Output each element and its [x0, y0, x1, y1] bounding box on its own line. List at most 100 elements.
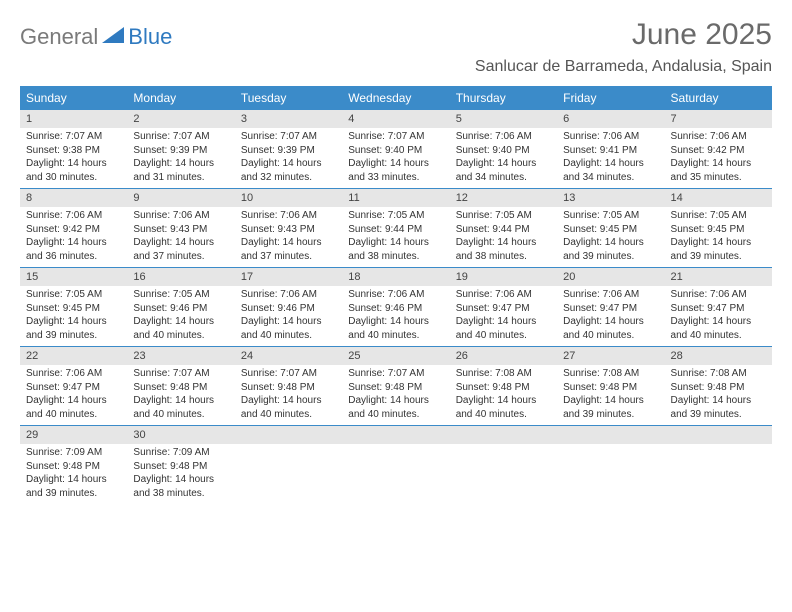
detail-line: Sunset: 9:48 PM	[563, 381, 658, 395]
detail-line: Sunset: 9:48 PM	[241, 381, 336, 395]
detail-line: Sunrise: 7:07 AM	[26, 130, 121, 144]
detail-line: and 32 minutes.	[241, 171, 336, 185]
day-number: 26	[450, 347, 557, 365]
detail-line: and 40 minutes.	[133, 329, 228, 343]
day-number: 4	[342, 110, 449, 128]
day-cell: 17Sunrise: 7:06 AMSunset: 9:46 PMDayligh…	[235, 268, 342, 346]
day-details: Sunrise: 7:05 AMSunset: 9:45 PMDaylight:…	[20, 286, 127, 346]
detail-line: Sunset: 9:48 PM	[26, 460, 121, 474]
day-details: Sunrise: 7:06 AMSunset: 9:40 PMDaylight:…	[450, 128, 557, 188]
day-cell: 23Sunrise: 7:07 AMSunset: 9:48 PMDayligh…	[127, 347, 234, 425]
day-number: 14	[665, 189, 772, 207]
detail-line: Sunrise: 7:06 AM	[456, 288, 551, 302]
day-cell: 16Sunrise: 7:05 AMSunset: 9:46 PMDayligh…	[127, 268, 234, 346]
day-number: 23	[127, 347, 234, 365]
week-row: 29Sunrise: 7:09 AMSunset: 9:48 PMDayligh…	[20, 426, 772, 504]
detail-line: Sunset: 9:46 PM	[348, 302, 443, 316]
day-number: 24	[235, 347, 342, 365]
day-number: 19	[450, 268, 557, 286]
detail-line: Sunrise: 7:06 AM	[26, 209, 121, 223]
weekday-label: Monday	[127, 86, 234, 110]
detail-line: Sunset: 9:42 PM	[26, 223, 121, 237]
day-cell: 19Sunrise: 7:06 AMSunset: 9:47 PMDayligh…	[450, 268, 557, 346]
day-number: 8	[20, 189, 127, 207]
detail-line: Daylight: 14 hours	[348, 315, 443, 329]
detail-line: Daylight: 14 hours	[133, 157, 228, 171]
day-details: Sunrise: 7:07 AMSunset: 9:48 PMDaylight:…	[127, 365, 234, 425]
detail-line: and 39 minutes.	[563, 250, 658, 264]
day-cell: 6Sunrise: 7:06 AMSunset: 9:41 PMDaylight…	[557, 110, 664, 188]
day-cell: 25Sunrise: 7:07 AMSunset: 9:48 PMDayligh…	[342, 347, 449, 425]
detail-line: Daylight: 14 hours	[133, 236, 228, 250]
detail-line: and 40 minutes.	[241, 408, 336, 422]
detail-line: Daylight: 14 hours	[241, 315, 336, 329]
day-number: 9	[127, 189, 234, 207]
detail-line: Daylight: 14 hours	[348, 236, 443, 250]
detail-line: and 34 minutes.	[456, 171, 551, 185]
detail-line: Sunrise: 7:06 AM	[671, 130, 766, 144]
detail-line: and 39 minutes.	[671, 250, 766, 264]
detail-line: Sunrise: 7:08 AM	[456, 367, 551, 381]
day-cell: 22Sunrise: 7:06 AMSunset: 9:47 PMDayligh…	[20, 347, 127, 425]
day-details: Sunrise: 7:05 AMSunset: 9:46 PMDaylight:…	[127, 286, 234, 346]
detail-line: Sunset: 9:45 PM	[671, 223, 766, 237]
detail-line: and 40 minutes.	[348, 329, 443, 343]
day-details: Sunrise: 7:09 AMSunset: 9:48 PMDaylight:…	[127, 444, 234, 504]
detail-line: Sunrise: 7:07 AM	[241, 367, 336, 381]
day-details: Sunrise: 7:06 AMSunset: 9:43 PMDaylight:…	[235, 207, 342, 267]
day-details: Sunrise: 7:06 AMSunset: 9:42 PMDaylight:…	[20, 207, 127, 267]
detail-line: Daylight: 14 hours	[26, 157, 121, 171]
day-details: Sunrise: 7:06 AMSunset: 9:47 PMDaylight:…	[20, 365, 127, 425]
calendar: Sunday Monday Tuesday Wednesday Thursday…	[20, 86, 772, 504]
day-details: Sunrise: 7:08 AMSunset: 9:48 PMDaylight:…	[665, 365, 772, 425]
detail-line: Sunset: 9:45 PM	[26, 302, 121, 316]
day-cell: 18Sunrise: 7:06 AMSunset: 9:46 PMDayligh…	[342, 268, 449, 346]
detail-line: Sunrise: 7:08 AM	[563, 367, 658, 381]
detail-line: Sunset: 9:47 PM	[563, 302, 658, 316]
day-number: 16	[127, 268, 234, 286]
detail-line: and 40 minutes.	[133, 408, 228, 422]
day-details: Sunrise: 7:06 AMSunset: 9:47 PMDaylight:…	[665, 286, 772, 346]
detail-line: and 38 minutes.	[133, 487, 228, 501]
detail-line: Sunrise: 7:06 AM	[563, 288, 658, 302]
detail-line: Sunrise: 7:08 AM	[671, 367, 766, 381]
day-cell: 1Sunrise: 7:07 AMSunset: 9:38 PMDaylight…	[20, 110, 127, 188]
day-number: 2	[127, 110, 234, 128]
detail-line: Daylight: 14 hours	[563, 157, 658, 171]
detail-line: Sunset: 9:48 PM	[456, 381, 551, 395]
day-number: 17	[235, 268, 342, 286]
detail-line: and 40 minutes.	[348, 408, 443, 422]
day-details: Sunrise: 7:06 AMSunset: 9:42 PMDaylight:…	[665, 128, 772, 188]
detail-line: Daylight: 14 hours	[563, 315, 658, 329]
day-details: Sunrise: 7:06 AMSunset: 9:43 PMDaylight:…	[127, 207, 234, 267]
detail-line: Daylight: 14 hours	[456, 394, 551, 408]
detail-line: and 35 minutes.	[671, 171, 766, 185]
detail-line: Sunrise: 7:06 AM	[133, 209, 228, 223]
day-number: 10	[235, 189, 342, 207]
week-row: 1Sunrise: 7:07 AMSunset: 9:38 PMDaylight…	[20, 110, 772, 189]
day-details: Sunrise: 7:05 AMSunset: 9:45 PMDaylight:…	[557, 207, 664, 267]
day-number: 7	[665, 110, 772, 128]
day-cell: 14Sunrise: 7:05 AMSunset: 9:45 PMDayligh…	[665, 189, 772, 267]
detail-line: Sunrise: 7:07 AM	[348, 367, 443, 381]
detail-line: Daylight: 14 hours	[241, 157, 336, 171]
detail-line: and 37 minutes.	[133, 250, 228, 264]
detail-line: Daylight: 14 hours	[456, 236, 551, 250]
detail-line: Sunrise: 7:06 AM	[241, 288, 336, 302]
day-cell: 5Sunrise: 7:06 AMSunset: 9:40 PMDaylight…	[450, 110, 557, 188]
detail-line: Daylight: 14 hours	[348, 157, 443, 171]
detail-line: Sunrise: 7:06 AM	[563, 130, 658, 144]
day-details: Sunrise: 7:09 AMSunset: 9:48 PMDaylight:…	[20, 444, 127, 504]
day-details: Sunrise: 7:08 AMSunset: 9:48 PMDaylight:…	[450, 365, 557, 425]
day-cell: 9Sunrise: 7:06 AMSunset: 9:43 PMDaylight…	[127, 189, 234, 267]
day-cell: .	[342, 426, 449, 504]
day-cell: 4Sunrise: 7:07 AMSunset: 9:40 PMDaylight…	[342, 110, 449, 188]
day-number: 11	[342, 189, 449, 207]
day-number: 22	[20, 347, 127, 365]
weekday-label: Saturday	[665, 86, 772, 110]
detail-line: and 31 minutes.	[133, 171, 228, 185]
detail-line: Sunrise: 7:05 AM	[26, 288, 121, 302]
detail-line: Sunset: 9:43 PM	[241, 223, 336, 237]
detail-line: Daylight: 14 hours	[671, 394, 766, 408]
calendar-page: General Blue June 2025 Sanlucar de Barra…	[0, 0, 792, 522]
